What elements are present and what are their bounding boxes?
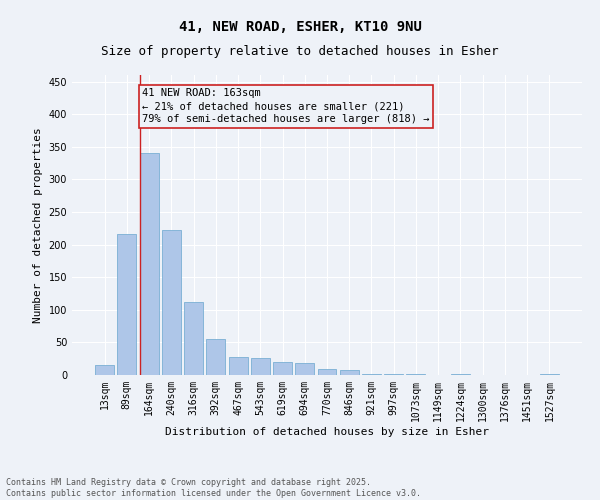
- Bar: [451, 374, 470, 375]
- Bar: [251, 358, 270, 375]
- Bar: [118, 234, 136, 375]
- Bar: [229, 358, 248, 375]
- Bar: [95, 365, 114, 375]
- Bar: [140, 154, 158, 375]
- Bar: [406, 374, 425, 375]
- Bar: [384, 374, 403, 375]
- Bar: [162, 230, 181, 375]
- Bar: [340, 370, 359, 375]
- X-axis label: Distribution of detached houses by size in Esher: Distribution of detached houses by size …: [165, 426, 489, 436]
- Bar: [540, 374, 559, 375]
- Y-axis label: Number of detached properties: Number of detached properties: [33, 127, 43, 323]
- Text: 41 NEW ROAD: 163sqm
← 21% of detached houses are smaller (221)
79% of semi-detac: 41 NEW ROAD: 163sqm ← 21% of detached ho…: [142, 88, 430, 124]
- Bar: [317, 369, 337, 375]
- Bar: [362, 374, 381, 375]
- Text: 41, NEW ROAD, ESHER, KT10 9NU: 41, NEW ROAD, ESHER, KT10 9NU: [179, 20, 421, 34]
- Text: Size of property relative to detached houses in Esher: Size of property relative to detached ho…: [101, 45, 499, 58]
- Text: Contains HM Land Registry data © Crown copyright and database right 2025.
Contai: Contains HM Land Registry data © Crown c…: [6, 478, 421, 498]
- Bar: [295, 364, 314, 375]
- Bar: [206, 339, 225, 375]
- Bar: [184, 302, 203, 375]
- Bar: [273, 362, 292, 375]
